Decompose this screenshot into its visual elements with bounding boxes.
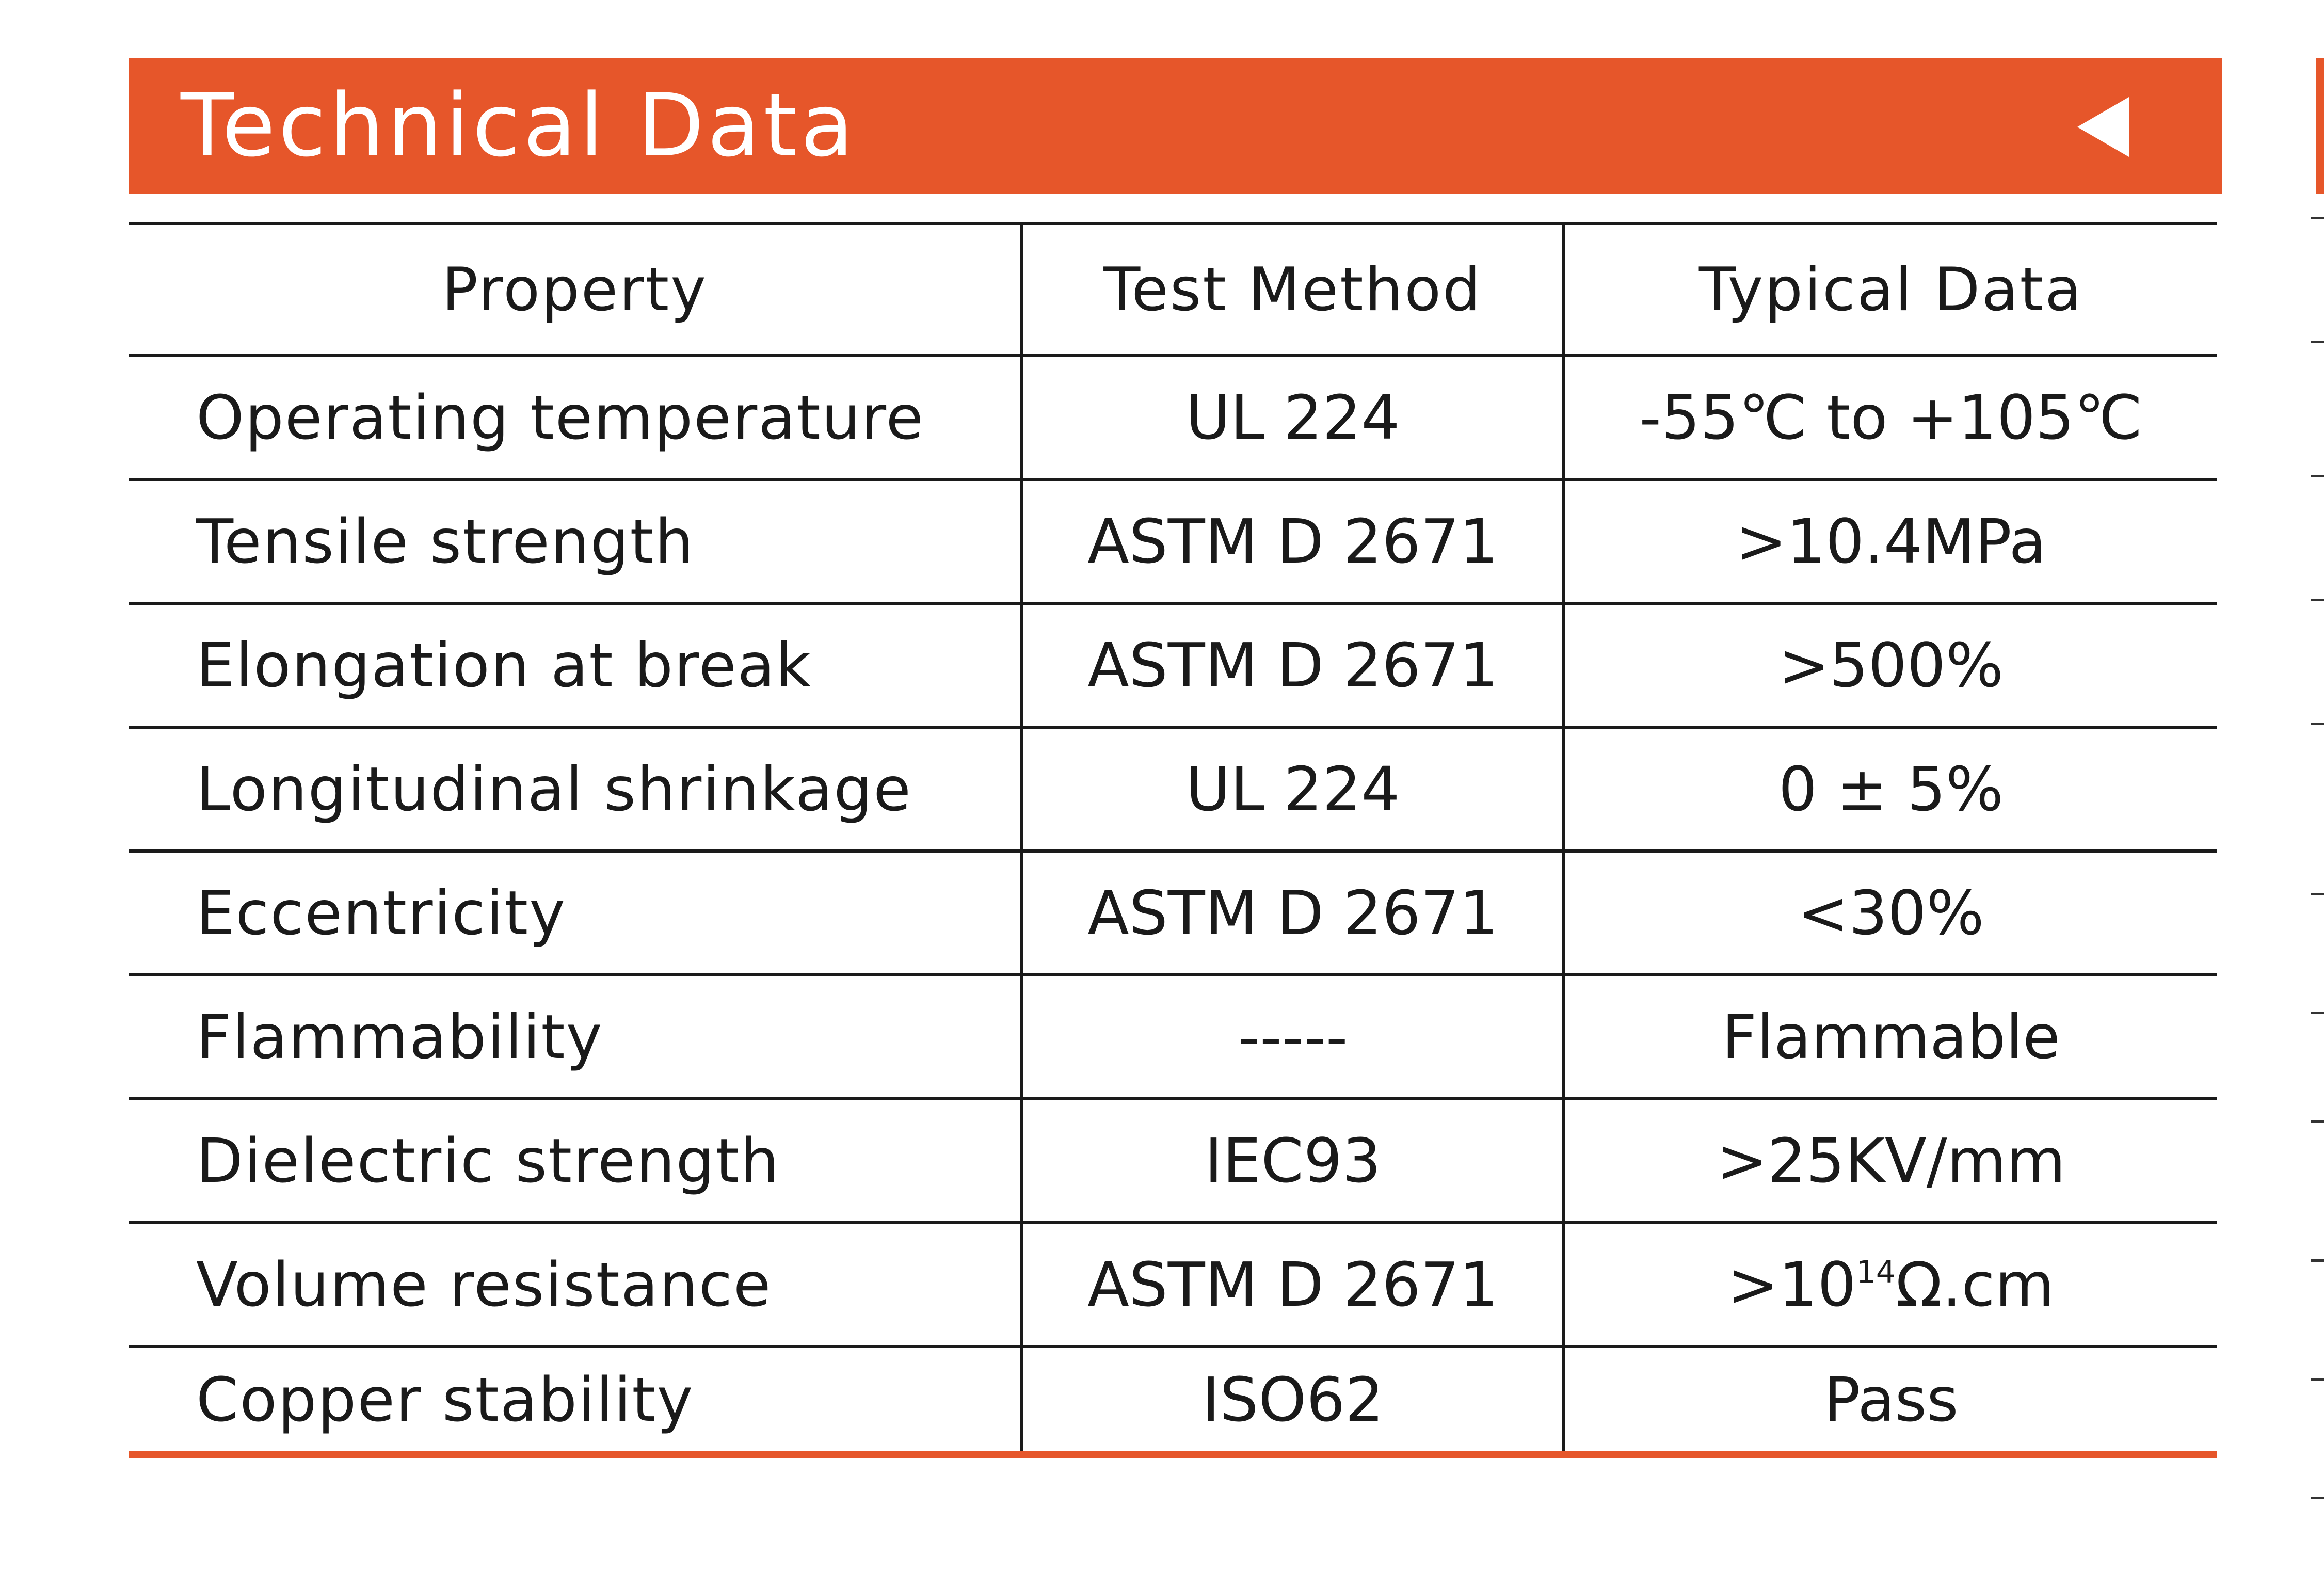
edge-bar [2316,58,2324,194]
table-row: Volume resistance ASTM D 2671 >1014Ω.cm [129,1221,2217,1346]
typical-data-cell: >500% [1562,602,2217,727]
test-method-cell: ASTM D 2671 [1020,1221,1564,1346]
table-header-row: Property Test Method Typical Data [129,222,2217,356]
property-cell: Tensile strength [129,478,1022,603]
edge-tick [2311,1497,2324,1499]
test-method-cell: ASTM D 2671 [1020,849,1564,975]
edge-tick [2311,341,2324,343]
table-row: Longitudinal shrinkage UL 224 0 ± 5% [129,726,2217,851]
test-method-cell: ASTM D 2671 [1020,602,1564,727]
edge-tick [2311,1120,2324,1123]
test-method-cell: UL 224 [1020,354,1564,479]
column-header-test-method: Test Method [1020,222,1564,356]
test-method-cell: ASTM D 2671 [1020,478,1564,603]
technical-data-table: Property Test Method Typical Data Operat… [129,222,2217,1458]
table-row: Dielectric strength IEC93 >25KV/mm [129,1097,2217,1223]
edge-tick [2311,475,2324,477]
property-cell: Dielectric strength [129,1097,1022,1223]
typical-data-exponent: 14 [1856,1254,1896,1290]
table-row: Flammability ----- Flammable [129,973,2217,1099]
table-row: Eccentricity ASTM D 2671 <30% [129,849,2217,975]
typical-data-suffix: Ω.cm [1895,1249,2055,1320]
edge-ticks [2311,217,2324,1517]
typical-data-cell: -55℃ to +105℃ [1562,354,2217,479]
title-banner: Technical Data triangle-left-icon [129,58,2222,194]
edge-tick [2311,217,2324,219]
table-row: Elongation at break ASTM D 2671 >500% [129,602,2217,727]
page-title: Technical Data [181,75,857,176]
column-header-property: Property [129,222,1022,356]
typical-data-cell: Pass [1562,1345,2217,1458]
triangle-left-icon[interactable]: triangle-left-icon [2077,97,2129,157]
table-row: Copper stability ISO62 Pass [129,1345,2217,1458]
edge-tick [2311,723,2324,725]
test-method-cell: ISO62 [1020,1345,1564,1458]
property-cell: Operating temperature [129,354,1022,479]
test-method-cell: ----- [1020,973,1564,1099]
typical-data-cell: >10.4MPa [1562,478,2217,603]
typical-data-prefix: >10 [1727,1249,1856,1320]
test-method-cell: UL 224 [1020,726,1564,851]
typical-data-cell: <30% [1562,849,2217,975]
property-cell: Flammability [129,973,1022,1099]
property-cell: Copper stability [129,1345,1022,1458]
edge-tick [2311,599,2324,601]
typical-data-cell: 0 ± 5% [1562,726,2217,851]
typical-data-cell: Flammable [1562,973,2217,1099]
table-row: Operating temperature UL 224 -55℃ to +10… [129,354,2217,479]
edge-tick [2311,1378,2324,1381]
typical-data-cell: >1014Ω.cm [1562,1221,2217,1346]
property-cell: Longitudinal shrinkage [129,726,1022,851]
typical-data-cell: >25KV/mm [1562,1097,2217,1223]
property-cell: Eccentricity [129,849,1022,975]
test-method-cell: IEC93 [1020,1097,1564,1223]
property-cell: Volume resistance [129,1221,1022,1346]
edge-tick [2311,893,2324,895]
property-cell: Elongation at break [129,602,1022,727]
edge-tick [2311,1259,2324,1262]
column-header-typical-data: Typical Data [1562,222,2217,356]
table-row: Tensile strength ASTM D 2671 >10.4MPa [129,478,2217,603]
edge-tick [2311,1012,2324,1014]
